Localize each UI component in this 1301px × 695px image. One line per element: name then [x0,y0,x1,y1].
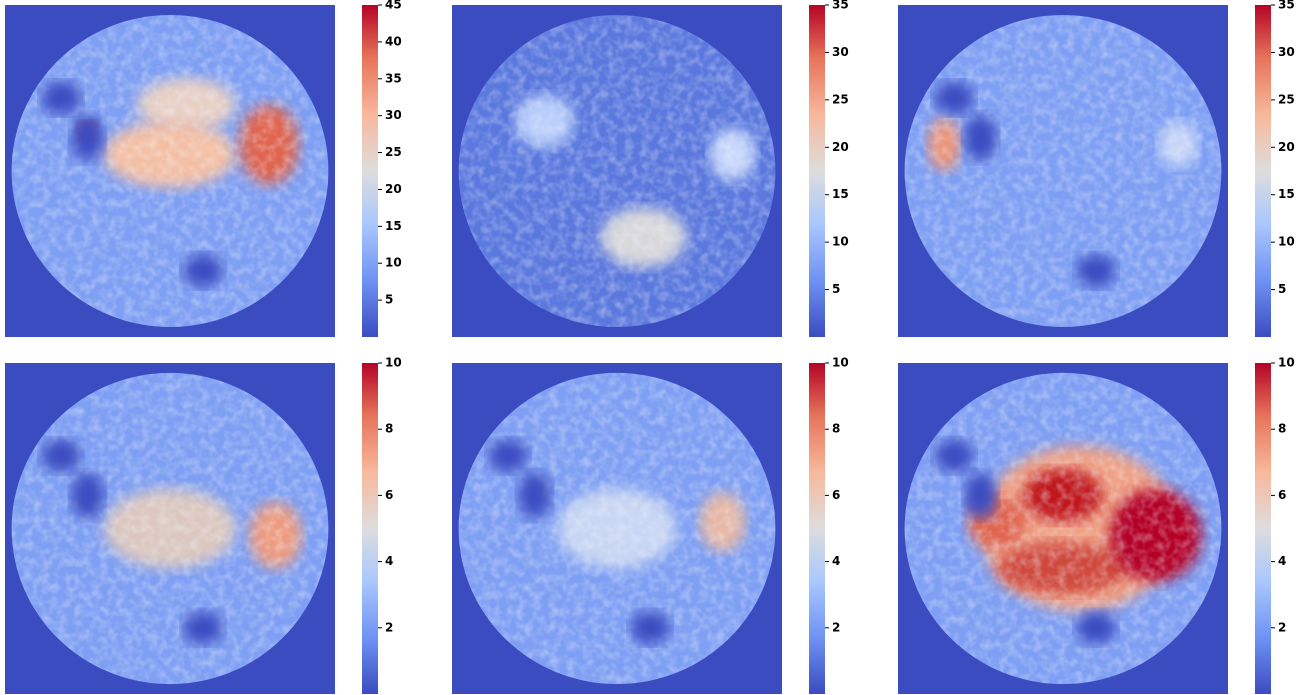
colorbar-tick-label: 10 [1278,356,1295,370]
panel: 2 4 6 8 10 [898,356,1295,695]
colorbar-tick-label: 35 [1278,0,1295,12]
heatmap-hole [41,439,81,472]
heatmap-hole [934,439,974,472]
colorbar-tick-label: 30 [385,108,402,122]
colorbar-tick-label: 45 [385,0,402,12]
panel: 5 10 15 20 25 30 35 40 45 [5,0,402,337]
heatmap-hole [71,472,104,518]
colorbar [1255,363,1271,694]
colorbar-tick-label: 30 [832,45,849,59]
heatmap-hole [1076,254,1116,287]
colorbar-tick-label: 2 [832,620,840,634]
colorbar-tick-label: 20 [832,140,849,154]
colorbar-tick-label: 15 [385,219,402,233]
colorbar-tick-label: 4 [832,554,840,568]
colorbar-tick-label: 5 [832,282,840,296]
colorbar-tick-label: 10 [385,356,402,370]
colorbar-tick-label: 35 [385,71,402,85]
heatmap-hole [518,472,551,518]
heatmap-hole [1076,611,1116,644]
heatmap-hole [488,439,528,472]
colorbar-tick-label: 5 [1278,282,1286,296]
heatmap-hole [41,81,81,114]
panel: 5 10 15 20 25 30 35 [452,0,849,337]
heatmap-hole [934,81,974,114]
colorbar-tick-label: 10 [832,235,849,249]
colorbar [809,5,825,337]
figure: 5 10 15 20 25 30 35 40 45 5 10 15 20 25 30 35 5 10 15 20 25 3… [0,0,1301,695]
colorbar-tick-label: 15 [1278,187,1295,201]
colorbar-tick-label: 20 [1278,140,1295,154]
colorbar [362,5,378,337]
colorbar-tick-label: 4 [1278,554,1286,568]
heatmap-hole [964,115,997,161]
colorbar-tick-label: 10 [1278,235,1295,249]
panel: 2 4 6 8 10 [5,356,402,695]
colorbar-tick-label: 10 [385,256,402,270]
colorbar-tick-label: 10 [832,356,849,370]
colorbar-tick-label: 40 [385,34,402,48]
colorbar-tick-label: 6 [385,488,393,502]
colorbar [362,363,378,694]
colorbar-tick-label: 15 [832,187,849,201]
colorbar-tick-label: 8 [832,422,840,436]
colorbar-tick-label: 5 [385,293,393,307]
colorbar-tick-label: 25 [385,145,402,159]
heatmap-hole [183,254,223,287]
panel: 5 10 15 20 25 30 35 [898,0,1295,337]
colorbar-tick-label: 8 [1278,422,1286,436]
colorbar-tick-label: 2 [1278,620,1286,634]
colorbar-tick-label: 8 [385,422,393,436]
colorbar-tick-label: 30 [1278,45,1295,59]
heatmap-hole [183,611,223,644]
panel: 2 4 6 8 10 [452,356,849,695]
colorbar-tick-label: 20 [385,182,402,196]
colorbar-tick-label: 25 [1278,92,1295,106]
heatmap-hole [71,115,104,161]
colorbar-tick-label: 4 [385,554,393,568]
heatmap-hole [630,611,670,644]
colorbar-tick-label: 25 [832,92,849,106]
colorbar [1255,5,1271,337]
heatmap-hole [964,472,997,518]
colorbar-tick-label: 35 [832,0,849,12]
colorbar-tick-label: 6 [1278,488,1286,502]
colorbar [809,363,825,694]
colorbar-tick-label: 2 [385,620,393,634]
colorbar-tick-label: 6 [832,488,840,502]
